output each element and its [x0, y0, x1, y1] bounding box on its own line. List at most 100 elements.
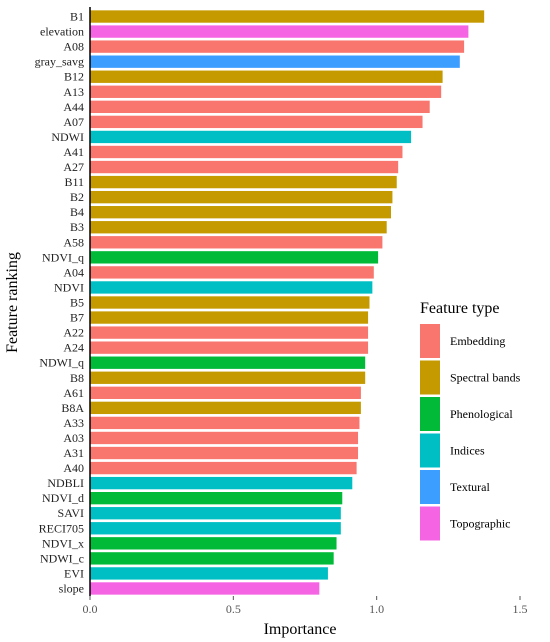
- legend-swatch-topographic: [420, 506, 440, 541]
- x-tick-label: 0.5: [226, 602, 241, 616]
- bar-b1: [90, 10, 485, 23]
- y-tick-label: A07: [63, 115, 84, 129]
- legend-label: Embedding: [450, 334, 505, 348]
- y-tick-label: A33: [63, 416, 84, 430]
- y-tick-label: NDWI_c: [40, 551, 84, 565]
- y-tick-label: NDBLI: [47, 476, 84, 490]
- legend-swatch-embedding: [420, 324, 440, 358]
- bar-a07: [90, 115, 423, 129]
- bars-layer: [90, 10, 485, 595]
- y-tick-label: NDWI_q: [39, 356, 84, 370]
- y-tick-label: RECI705: [39, 521, 84, 535]
- bar-ndwi-c: [90, 552, 334, 565]
- bar-elevation: [90, 25, 469, 38]
- y-tick-label: B12: [64, 70, 84, 84]
- bar-ndwi-q: [90, 356, 366, 369]
- y-tick-label: NDWI: [51, 130, 84, 144]
- legend-label: Spectral bands: [450, 371, 521, 385]
- legend-swatch-textural: [420, 470, 440, 504]
- bar-a40: [90, 461, 357, 475]
- y-tick-label: NDVI_d: [42, 491, 84, 505]
- x-axis-title: Importance: [264, 621, 337, 638]
- x-axis: 0.0 0.5 1.0 1.5: [83, 596, 528, 616]
- y-tick-label: B11: [64, 175, 84, 189]
- y-tick-label: B8: [70, 371, 84, 385]
- y-tick-label: A41: [63, 145, 84, 159]
- y-tick-label: A24: [63, 341, 84, 355]
- y-tick-label: B7: [70, 311, 84, 325]
- bar-b8a: [90, 401, 361, 415]
- bar-slope: [90, 582, 320, 595]
- y-tick-label: A27: [63, 160, 84, 174]
- x-tick-label: 0.0: [83, 602, 98, 616]
- y-tick-label: elevation: [40, 25, 84, 39]
- legend-title: Feature type: [420, 300, 500, 317]
- y-tick-label: B8A: [61, 401, 84, 415]
- bar-ndvi-x: [90, 537, 337, 550]
- y-tick-label: A03: [63, 431, 84, 445]
- bar-a58: [90, 236, 383, 249]
- bar-a31: [90, 446, 359, 460]
- y-tick-label: A58: [63, 235, 84, 249]
- legend-swatch-spectral-bands: [420, 360, 440, 395]
- legend: Feature type Embedding Spectral bands Phen…: [420, 300, 521, 541]
- y-tick-label: B2: [70, 190, 84, 204]
- legend-label: Indices: [450, 444, 485, 458]
- bar-b2: [90, 190, 393, 204]
- bar-b11: [90, 175, 397, 189]
- legend-label: Phenological: [450, 407, 513, 421]
- legend-label: Topographic: [450, 517, 510, 531]
- y-tick-label: NDVI_q: [42, 250, 84, 264]
- y-tick-label: B1: [70, 10, 84, 24]
- bar-a03: [90, 431, 359, 445]
- y-tick-label: A31: [63, 446, 84, 460]
- bar-b7: [90, 311, 369, 324]
- y-tick-label: SAVI: [58, 506, 84, 520]
- bar-reci705: [90, 522, 341, 535]
- bar-a22: [90, 326, 369, 339]
- bar-b3: [90, 221, 387, 234]
- bar-a41: [90, 145, 403, 159]
- legend-swatch-indices: [420, 433, 440, 468]
- bar-a04: [90, 266, 374, 279]
- y-tick-label: A08: [63, 40, 84, 54]
- bar-a13: [90, 85, 442, 98]
- y-tick-label: A44: [63, 100, 84, 114]
- bar-evi: [90, 567, 328, 580]
- bar-b8: [90, 371, 366, 384]
- y-tick-label: B4: [70, 205, 84, 219]
- bar-ndbli: [90, 476, 353, 490]
- bar-b5: [90, 296, 370, 309]
- bar-a61: [90, 386, 361, 399]
- bar-b12: [90, 70, 443, 83]
- bar-a33: [90, 416, 360, 430]
- bar-a24: [90, 341, 369, 354]
- y-tick-label: EVI: [64, 566, 84, 580]
- bar-ndvi-d: [90, 491, 343, 505]
- bar-a08: [90, 40, 465, 53]
- legend-label: Textural: [450, 480, 490, 494]
- y-tick-label: B5: [70, 296, 84, 310]
- y-axis-title: Feature ranking: [4, 252, 21, 353]
- y-tick-label: A22: [63, 326, 84, 340]
- y-tick-label: A61: [63, 386, 84, 400]
- x-tick-label: 1.5: [513, 602, 528, 616]
- x-tick-label: 1.0: [369, 602, 384, 616]
- y-tick-label: A40: [63, 461, 84, 475]
- y-tick-labels: B1elevationA08gray_savgB12A13A44A07NDWIA…: [35, 10, 85, 596]
- y-tick-label: A13: [63, 85, 84, 99]
- bar-ndwi: [90, 130, 412, 144]
- bar-b4: [90, 206, 391, 219]
- y-tick-label: NDVI_x: [42, 536, 84, 550]
- bar-ndvi-q: [90, 251, 379, 264]
- bar-a27: [90, 160, 399, 174]
- bar-ndvi: [90, 281, 373, 294]
- legend-items: Embedding Spectral bands Phenological Indic…: [420, 324, 521, 541]
- y-tick-label: slope: [59, 581, 84, 595]
- y-tick-label: NDVI: [54, 280, 84, 294]
- y-tick-label: gray_savg: [35, 55, 84, 69]
- y-tick-label: B3: [70, 220, 84, 234]
- bar-gray-savg: [90, 55, 460, 68]
- y-tick-label: A04: [63, 265, 84, 279]
